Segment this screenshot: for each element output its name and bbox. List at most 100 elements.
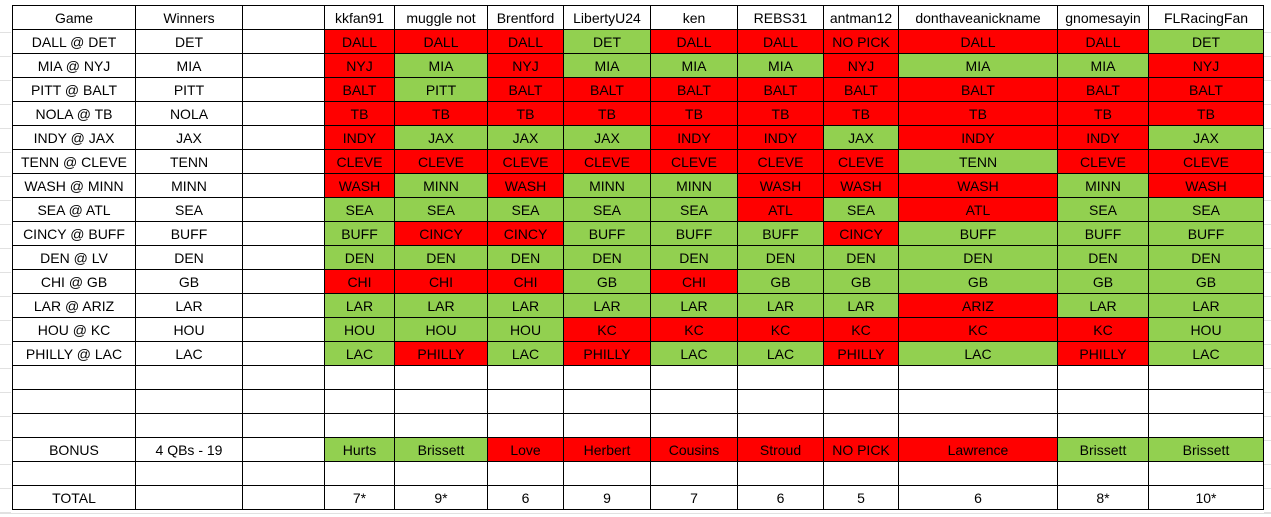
- pick-cell[interactable]: WASH: [737, 173, 824, 198]
- bonus-pick-cell[interactable]: Lawrence: [898, 437, 1058, 462]
- pick-cell[interactable]: CHI: [487, 269, 564, 294]
- blank-cell[interactable]: [487, 365, 564, 390]
- bonus-pick-cell[interactable]: Brissett: [1057, 437, 1149, 462]
- pick-cell[interactable]: MIA: [1057, 53, 1149, 78]
- pick-cell[interactable]: INDY: [1057, 125, 1149, 150]
- pick-cell[interactable]: TB: [898, 101, 1058, 126]
- header-cell-player[interactable]: kkfan91: [324, 5, 395, 30]
- spacer-cell[interactable]: [242, 221, 325, 246]
- pick-cell[interactable]: CHI: [324, 269, 395, 294]
- pick-cell[interactable]: KC: [1057, 317, 1149, 342]
- pick-cell[interactable]: MIA: [563, 53, 651, 78]
- pick-cell[interactable]: BUFF: [737, 221, 824, 246]
- game-cell[interactable]: CHI @ GB: [12, 269, 136, 294]
- pick-cell[interactable]: LAR: [563, 293, 651, 318]
- game-cell[interactable]: DALL @ DET: [12, 29, 136, 54]
- pick-cell[interactable]: SEA: [324, 197, 395, 222]
- pick-cell[interactable]: CLEVE: [563, 149, 651, 174]
- pick-cell[interactable]: BUFF: [324, 221, 395, 246]
- winner-cell[interactable]: LAC: [135, 341, 243, 366]
- pick-cell[interactable]: PHILLY: [1057, 341, 1149, 366]
- total-value-cell[interactable]: 7: [650, 485, 738, 510]
- blank-cell[interactable]: [823, 461, 899, 486]
- pick-cell[interactable]: GB: [898, 269, 1058, 294]
- pick-cell[interactable]: DEN: [737, 245, 824, 270]
- blank-cell[interactable]: [12, 461, 136, 486]
- pick-cell[interactable]: DEN: [487, 245, 564, 270]
- pick-cell[interactable]: INDY: [898, 125, 1058, 150]
- bonus-pick-cell[interactable]: Hurts: [324, 437, 395, 462]
- pick-cell[interactable]: LAR: [394, 293, 488, 318]
- pick-cell[interactable]: LAR: [650, 293, 738, 318]
- pick-cell[interactable]: CINCY: [487, 221, 564, 246]
- pick-cell[interactable]: GB: [1148, 269, 1264, 294]
- pick-cell[interactable]: LAC: [487, 341, 564, 366]
- winner-cell[interactable]: TENN: [135, 149, 243, 174]
- header-cell-winners[interactable]: Winners: [135, 5, 243, 30]
- spacer-cell[interactable]: [242, 437, 325, 462]
- blank-cell[interactable]: [650, 389, 738, 414]
- pick-cell[interactable]: DET: [1148, 29, 1264, 54]
- pick-cell[interactable]: GB: [1057, 269, 1149, 294]
- pick-cell[interactable]: GB: [737, 269, 824, 294]
- pick-cell[interactable]: BALT: [823, 77, 899, 102]
- blank-cell[interactable]: [324, 413, 395, 438]
- pick-cell[interactable]: NYJ: [324, 53, 395, 78]
- pick-cell[interactable]: WASH: [823, 173, 899, 198]
- spacer-cell[interactable]: [242, 293, 325, 318]
- pick-cell[interactable]: CHI: [394, 269, 488, 294]
- game-cell[interactable]: CINCY @ BUFF: [12, 221, 136, 246]
- blank-cell[interactable]: [242, 365, 325, 390]
- pick-cell[interactable]: BALT: [898, 77, 1058, 102]
- total-value-cell[interactable]: 10*: [1148, 485, 1264, 510]
- pick-cell[interactable]: NO PICK: [823, 29, 899, 54]
- total-value-cell[interactable]: 6: [737, 485, 824, 510]
- pick-cell[interactable]: BALT: [737, 77, 824, 102]
- pick-cell[interactable]: LAC: [1148, 341, 1264, 366]
- game-cell[interactable]: LAR @ ARIZ: [12, 293, 136, 318]
- pick-cell[interactable]: WASH: [898, 173, 1058, 198]
- pick-cell[interactable]: HOU: [487, 317, 564, 342]
- blank-cell[interactable]: [394, 389, 488, 414]
- game-cell[interactable]: TENN @ CLEVE: [12, 149, 136, 174]
- pick-cell[interactable]: BALT: [1057, 77, 1149, 102]
- pick-cell[interactable]: PHILLY: [563, 341, 651, 366]
- blank-cell[interactable]: [1057, 461, 1149, 486]
- pick-cell[interactable]: BALT: [563, 77, 651, 102]
- bonus-pick-cell[interactable]: Cousins: [650, 437, 738, 462]
- blank-cell[interactable]: [898, 389, 1058, 414]
- pick-cell[interactable]: LAR: [487, 293, 564, 318]
- pick-cell[interactable]: DEN: [324, 245, 395, 270]
- bonus-pick-cell[interactable]: Brissett: [394, 437, 488, 462]
- pick-cell[interactable]: INDY: [324, 125, 395, 150]
- spacer-cell[interactable]: [242, 101, 325, 126]
- header-cell-spacer[interactable]: [242, 5, 325, 30]
- winner-cell[interactable]: NOLA: [135, 101, 243, 126]
- pick-cell[interactable]: MIA: [650, 53, 738, 78]
- pick-cell[interactable]: DALL: [650, 29, 738, 54]
- blank-cell[interactable]: [487, 461, 564, 486]
- pick-cell[interactable]: LAC: [324, 341, 395, 366]
- pick-cell[interactable]: DALL: [898, 29, 1058, 54]
- spacer-cell[interactable]: [242, 53, 325, 78]
- pick-cell[interactable]: HOU: [1148, 317, 1264, 342]
- pick-cell[interactable]: KC: [650, 317, 738, 342]
- blank-cell[interactable]: [394, 413, 488, 438]
- pick-cell[interactable]: DALL: [394, 29, 488, 54]
- game-cell[interactable]: NOLA @ TB: [12, 101, 136, 126]
- spacer-cell[interactable]: [242, 197, 325, 222]
- blank-cell[interactable]: [1057, 365, 1149, 390]
- game-cell[interactable]: INDY @ JAX: [12, 125, 136, 150]
- blank-cell[interactable]: [737, 389, 824, 414]
- pick-cell[interactable]: MIA: [898, 53, 1058, 78]
- total-value-cell[interactable]: 6: [898, 485, 1058, 510]
- blank-cell[interactable]: [650, 365, 738, 390]
- header-cell-player[interactable]: Brentford: [487, 5, 564, 30]
- pick-cell[interactable]: LAR: [1148, 293, 1264, 318]
- bonus-pick-cell[interactable]: NO PICK: [823, 437, 899, 462]
- pick-cell[interactable]: PHILLY: [823, 341, 899, 366]
- pick-cell[interactable]: CLEVE: [324, 149, 395, 174]
- pick-cell[interactable]: LAR: [823, 293, 899, 318]
- header-cell-player[interactable]: gnomesayin: [1057, 5, 1149, 30]
- pick-cell[interactable]: LAC: [737, 341, 824, 366]
